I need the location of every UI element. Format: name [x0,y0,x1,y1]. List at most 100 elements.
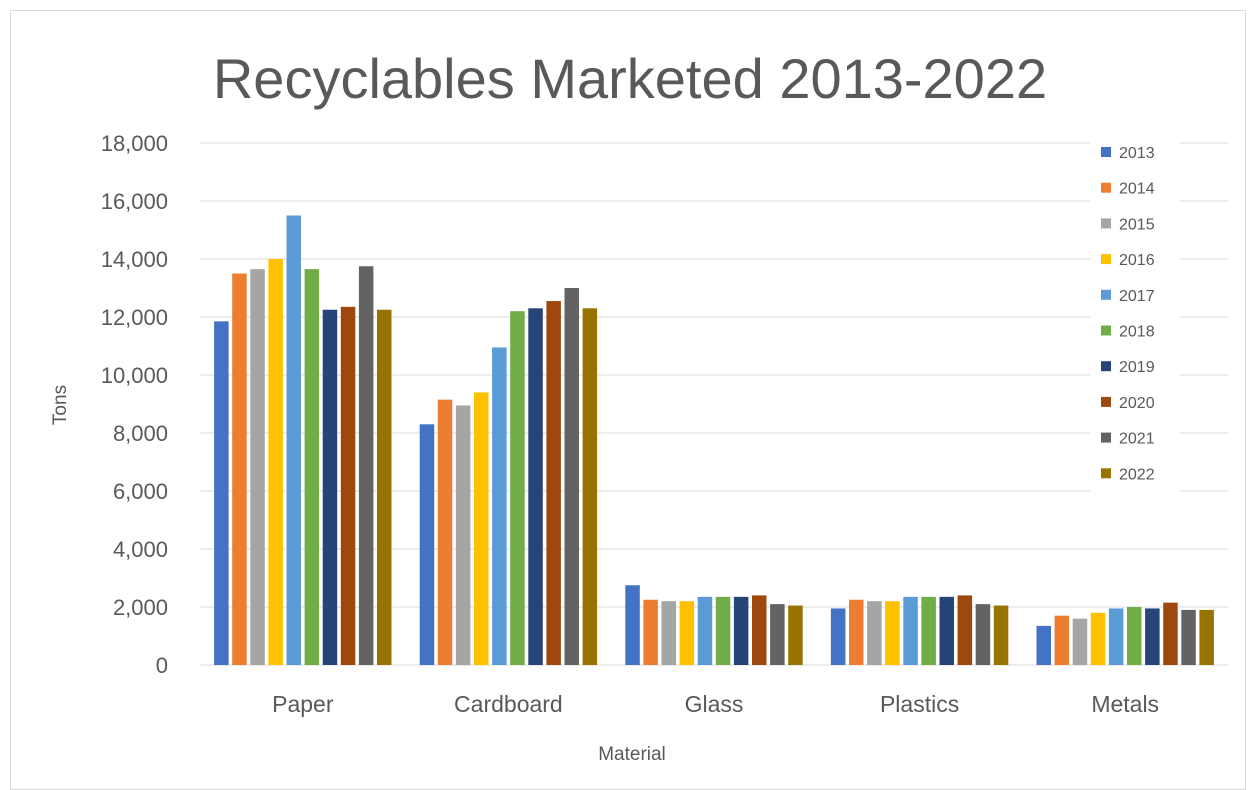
bar-plastics-2013 [830,608,846,665]
y-tick-label: 8,000 [113,421,168,446]
bar-cardboard-2017 [492,347,507,665]
bar-paper-2016 [268,259,283,665]
y-tick-label: 10,000 [101,363,168,388]
y-tick-label: 14,000 [101,247,168,272]
bar-cardboard-2019 [528,308,543,665]
x-category-label: Cardboard [454,691,563,717]
bar-plastics-2019 [939,596,954,665]
bar-paper-2014 [232,273,247,665]
bar-glass-2014 [643,599,658,665]
legend-item-2020: 2020 [1101,395,1155,412]
legend-label: 2014 [1119,181,1155,198]
legend-label: 2021 [1119,431,1155,448]
legend-swatch [1101,218,1111,229]
x-axis-title: Material [598,744,666,765]
legend-item-2018: 2018 [1101,324,1155,341]
chart-title: Recyclables Marketed 2013-2022 [213,47,1047,110]
bar-paper-2019 [322,309,338,665]
bar-glass-2015 [661,601,676,665]
bar-glass-2013 [625,585,640,665]
bar-paper-2022 [377,309,392,665]
y-tick-label: 16,000 [101,189,168,214]
y-tick-label: 6,000 [113,479,168,504]
y-tick-label: 12,000 [101,305,168,330]
bar-plastics-2021 [975,604,991,665]
bar-metals-2022 [1199,609,1214,665]
legend-label: 2017 [1119,288,1155,305]
legend-label: 2020 [1119,395,1155,412]
bar-glass-2020 [752,595,767,665]
bar-plastics-2020 [957,595,973,665]
legend-item-2022: 2022 [1101,466,1155,483]
legend-item-2016: 2016 [1101,252,1155,269]
legend-item-2013: 2013 [1101,145,1155,162]
legend: 2013 2014 2015 2016 2017 2018 2019 2020 2021 2022 [1101,145,1155,483]
bar-metals-2016 [1090,612,1106,665]
y-axis-ticks: 0 2,000 4,000 6,000 8,000 10,000 12,000 14,000 1… [101,131,168,678]
bar-metals-2019 [1145,608,1160,665]
legend-swatch [1101,468,1111,479]
bar-glass-2021 [770,604,785,665]
bar-paper-2015 [250,269,265,665]
bar-paper-2020 [340,306,356,665]
bar-cardboard-2016 [474,392,489,665]
y-tick-label: 0 [156,653,168,678]
bar-paper-2021 [358,266,374,665]
bar-cardboard-2015 [455,405,471,665]
legend-label: 2013 [1119,145,1155,162]
y-tick-label: 18,000 [101,131,168,156]
bar-metals-2014 [1054,615,1070,665]
x-category-label: Plastics [880,691,959,717]
bar-glass-2017 [697,596,713,665]
legend-label: 2015 [1119,216,1155,233]
legend-swatch [1101,432,1111,443]
legend-swatch [1101,361,1111,372]
legend-swatch [1101,254,1111,265]
legend-item-2014: 2014 [1101,181,1155,198]
legend-swatch [1101,325,1111,336]
bar-paper-2013 [214,321,229,665]
bar-glass-2022 [788,605,803,665]
bar-cardboard-2018 [510,311,525,665]
legend-label: 2022 [1119,466,1155,483]
x-category-label: Paper [272,691,334,717]
bar-metals-2018 [1127,607,1142,665]
legend-label: 2019 [1119,359,1155,376]
bar-cardboard-2020 [546,301,561,665]
legend-swatch [1101,396,1111,407]
bars [214,215,1214,665]
bar-plastics-2017 [903,596,918,665]
legend-swatch [1101,147,1111,157]
bar-cardboard-2021 [564,288,579,665]
bar-glass-2019 [733,596,749,665]
bar-plastics-2018 [921,596,936,665]
bar-paper-2017 [286,215,301,665]
legend-item-2015: 2015 [1101,216,1155,233]
legend-item-2021: 2021 [1101,431,1155,448]
bar-metals-2020 [1163,602,1178,665]
legend-label: 2018 [1119,324,1155,341]
x-category-label: Metals [1091,691,1159,717]
x-category-label: Glass [685,691,744,717]
legend-label: 2016 [1119,252,1155,269]
bar-cardboard-2013 [419,424,435,665]
bar-metals-2015 [1072,618,1088,665]
bar-cardboard-2014 [437,399,453,665]
bar-metals-2017 [1108,608,1124,665]
bar-glass-2016 [679,601,695,665]
legend-swatch [1101,289,1111,300]
bar-metals-2013 [1036,625,1051,665]
legend-item-2019: 2019 [1101,359,1155,376]
x-axis-categories: Paper Cardboard Glass Plastics Metals [272,691,1159,717]
legend-swatch [1101,182,1111,193]
y-axis-title: Tons [50,385,71,425]
bar-paper-2018 [304,269,320,665]
bar-glass-2018 [715,596,731,665]
bar-cardboard-2022 [582,308,598,665]
bar-metals-2021 [1181,609,1196,665]
bar-plastics-2014 [849,599,864,665]
bar-plastics-2016 [885,601,900,665]
y-tick-label: 2,000 [113,595,168,620]
y-tick-label: 4,000 [113,537,168,562]
